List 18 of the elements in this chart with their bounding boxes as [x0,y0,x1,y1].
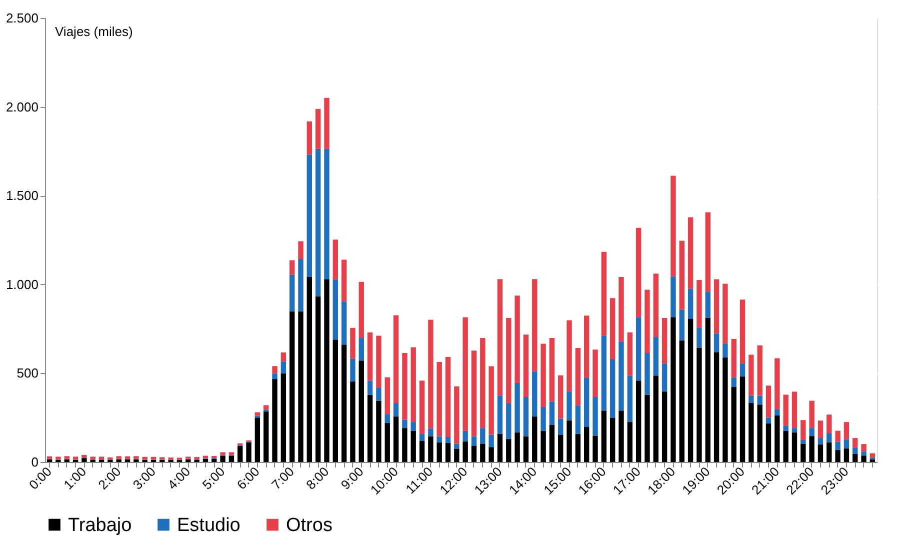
legend-label: Otros [286,514,332,536]
y-tick-label: 2.000 [6,99,38,114]
x-tick-label: 3:00 [130,464,158,492]
y-tick-label: 2.500 [6,10,38,26]
x-tick-label: 1:00 [60,464,90,492]
x-tick-label: 5:00 [199,464,228,492]
x-tick-label: 7:00 [268,464,298,492]
y-tick-label: 1.500 [6,188,38,204]
x-tick-label: 8:00 [303,464,332,492]
x-tick-label: 6:00 [234,464,262,492]
x-tick-label: 9:00 [338,464,366,492]
legend-label: Estudio [177,514,240,536]
y-tick-label: 1.000 [6,276,38,292]
y-tick-label: 500 [16,366,38,381]
legend-label: Trabajo [68,514,132,536]
y-tick-label: 0 [31,454,38,470]
y-axis-title: Viajes (miles) [55,24,133,39]
x-tick-label: 4:00 [164,464,194,492]
